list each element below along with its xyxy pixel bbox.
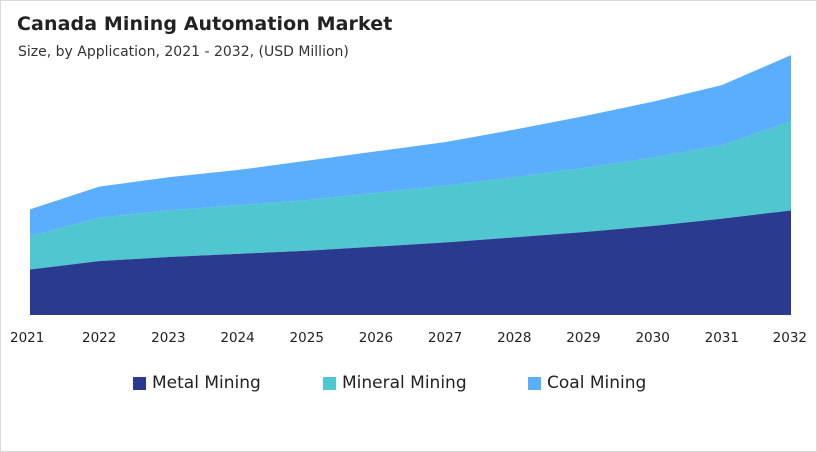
x-tick-label: 2021 [10, 330, 44, 346]
x-tick-label: 2026 [359, 330, 393, 346]
legend-swatch-mineral-mining [323, 376, 336, 390]
legend-swatch-coal-mining [528, 376, 541, 390]
area-metal-mining [30, 210, 791, 315]
chart-subtitle: Size, by Application, 2021 - 2032, (USD … [18, 44, 349, 60]
chart-title: Canada Mining Automation Market [17, 13, 393, 35]
x-tick-label: 2025 [290, 330, 324, 346]
legend-item-metal-mining: Metal Mining [133, 373, 261, 393]
legend-item-coal-mining: Coal Mining [528, 373, 646, 393]
x-tick-label: 2028 [497, 330, 531, 346]
legend-item-mineral-mining: Mineral Mining [323, 373, 467, 393]
x-tick-label: 2024 [220, 330, 254, 346]
x-tick-label: 2031 [705, 330, 739, 346]
area-mineral-mining [30, 121, 791, 270]
chart-legend: Metal Mining Mineral Mining Coal Mining [1, 373, 816, 397]
area-coal-mining [30, 55, 791, 237]
x-tick-label: 2023 [151, 330, 185, 346]
legend-label-mineral-mining: Mineral Mining [342, 373, 467, 393]
legend-label-coal-mining: Coal Mining [547, 373, 647, 393]
x-tick-label: 2030 [635, 330, 669, 346]
x-tick-label: 2027 [428, 330, 462, 346]
x-axis-ticks: 2021 2022 2023 2024 2025 2026 2027 2028 2029 2030… [10, 330, 807, 346]
x-tick-label: 2022 [82, 330, 116, 346]
legend-swatch-metal-mining [133, 376, 146, 390]
x-tick-label: 2029 [566, 330, 600, 346]
legend-label-metal-mining: Metal Mining [152, 373, 261, 393]
area-layers [30, 55, 791, 315]
x-tick-label: 2032 [773, 330, 807, 346]
